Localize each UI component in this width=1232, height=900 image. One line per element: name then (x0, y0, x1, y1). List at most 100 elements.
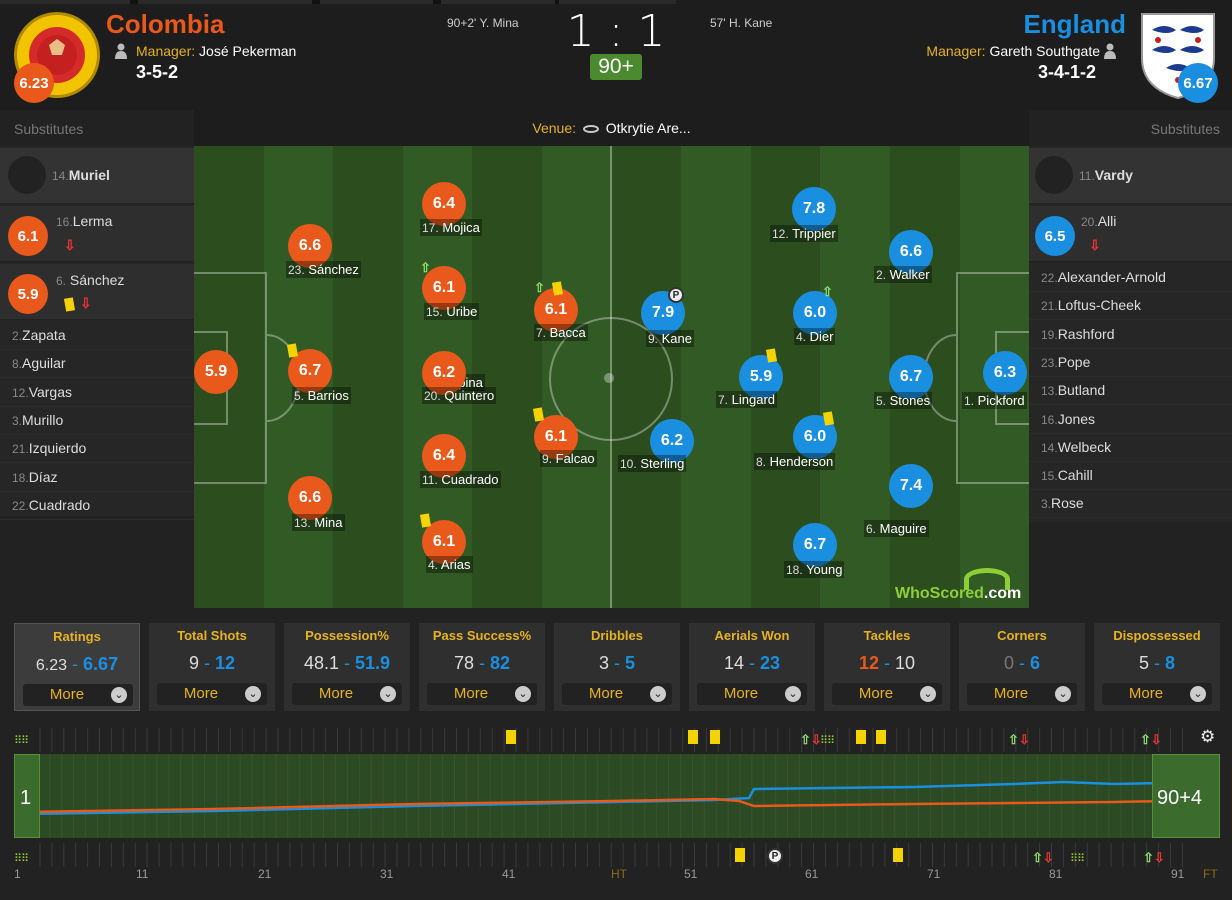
home-player-rating[interactable]: 6.1 (534, 415, 578, 459)
more-button[interactable]: More ⌄ (427, 683, 537, 705)
more-button[interactable]: More ⌄ (292, 683, 402, 705)
substitution-icon[interactable]: ⇧⇩ (1140, 732, 1162, 747)
yellow-card-icon[interactable] (710, 730, 720, 744)
timeline-end-handle[interactable] (1152, 754, 1220, 838)
formation-change-icon[interactable]: ⠿⠿ (1070, 853, 1085, 865)
bench-player-row[interactable]: 8.Aguilar (0, 350, 194, 379)
home-team-name[interactable]: Colombia (106, 9, 225, 39)
yellow-card-icon[interactable] (856, 730, 866, 744)
stat-box[interactable]: Dribbles 3 - 5 More ⌄ (554, 623, 680, 711)
home-player-label[interactable]: 20. Quintero (422, 387, 497, 404)
gear-icon[interactable]: ⚙ (1200, 727, 1216, 746)
away-player-label[interactable]: 6. Maguire (864, 520, 929, 537)
away-player-rating[interactable]: 7.8 (792, 187, 836, 231)
home-sub-row[interactable]: 5.9 6. Sánchez ⇩ (0, 264, 194, 320)
away-player-rating[interactable]: 6.6 (889, 230, 933, 274)
home-player-label[interactable]: 13. Mina (292, 514, 345, 531)
home-player-label[interactable]: 9. Falcao (540, 450, 597, 467)
formation-change-icon[interactable]: ⠿⠿ (14, 735, 29, 747)
home-player-label[interactable]: 7. Bacca (534, 324, 588, 341)
more-button[interactable]: More ⌄ (832, 683, 942, 705)
home-player-rating[interactable]: 6.1 (422, 520, 466, 564)
away-sub-row[interactable]: 11.Vardy (1029, 148, 1232, 204)
away-player-rating[interactable]: 6.7 (889, 355, 933, 399)
yellow-card-icon[interactable] (735, 848, 745, 862)
away-player-label[interactable]: 8. Henderson (754, 453, 836, 470)
away-player-label[interactable]: 7. Lingard (716, 391, 778, 408)
formation-change-icon[interactable]: ⠿⠿ (820, 735, 835, 747)
yellow-card-icon[interactable] (688, 730, 698, 744)
more-button[interactable]: More ⌄ (23, 684, 133, 706)
bench-player-row[interactable]: 2.Zapata (0, 322, 194, 350)
stat-box[interactable]: Total Shots 9 - 12 More ⌄ (149, 623, 275, 711)
home-player-rating[interactable]: 6.6 (288, 224, 332, 268)
away-player-rating[interactable]: 6.2 (650, 419, 694, 463)
home-player-rating[interactable]: 6.1 (422, 266, 466, 310)
stat-box[interactable]: Tackles 12 - 10 More ⌄ (824, 623, 950, 711)
home-player-label[interactable]: 17. Mojica (420, 219, 482, 236)
home-player-label[interactable]: 23. Sánchez (286, 261, 361, 278)
away-player-label[interactable]: 9. Kane (646, 330, 695, 347)
away-player-label[interactable]: 4. Dier (794, 328, 836, 345)
bench-player-row[interactable]: 13.Butland (1029, 377, 1232, 406)
away-player-label[interactable]: 18. Young (784, 561, 845, 578)
penalty-goal-icon[interactable]: P (767, 848, 783, 864)
bench-player-row[interactable]: 19.Rashford (1029, 321, 1232, 349)
away-player-rating[interactable]: 6.7 (793, 523, 837, 567)
formation-change-icon[interactable]: ⠿⠿ (14, 853, 29, 865)
home-player-rating[interactable]: 6.4 (422, 434, 466, 478)
stat-box[interactable]: Ratings 6.23 - 6.67 More ⌄ (14, 623, 140, 711)
away-player-label[interactable]: 2. Walker (874, 266, 932, 283)
away-player-rating[interactable]: 7.4 (889, 464, 933, 508)
stat-box[interactable]: Dispossessed 5 - 8 More ⌄ (1094, 623, 1220, 711)
bench-player-row[interactable]: 22.Cuadrado (0, 492, 194, 520)
bench-player-row[interactable]: 21.Izquierdo (0, 435, 194, 464)
timeline-start-handle[interactable] (14, 754, 40, 838)
away-player-label[interactable]: 1. Pickford (962, 392, 1027, 409)
more-button[interactable]: More ⌄ (562, 683, 672, 705)
stat-box[interactable]: Corners 0 - 6 More ⌄ (959, 623, 1085, 711)
bench-player-row[interactable]: 14.Welbeck (1029, 434, 1232, 462)
substitution-icon[interactable]: ⇧⇩ (800, 732, 822, 747)
bench-player-row[interactable]: 3.Rose (1029, 490, 1232, 519)
substitution-icon[interactable]: ⇧⇩ (1032, 850, 1054, 865)
home-player-rating[interactable]: 6.6 (288, 476, 332, 520)
away-player-label[interactable]: 12. Trippier (770, 225, 838, 242)
home-player-label[interactable]: 11. Cuadrado (420, 471, 501, 488)
more-button[interactable]: More ⌄ (1102, 683, 1212, 705)
bench-player-row[interactable]: 16.Jones (1029, 406, 1232, 434)
yellow-card-icon[interactable] (893, 848, 903, 862)
substitution-icon[interactable]: ⇧⇩ (1008, 732, 1030, 747)
home-sub-row[interactable]: 14.Muriel (0, 148, 194, 204)
home-sub-row[interactable]: 6.1 16.Lerma ⇩ (0, 206, 194, 262)
away-player-label[interactable]: 10. Sterling (618, 455, 687, 472)
away-player-label[interactable]: 5. Stones (874, 392, 933, 409)
away-player-rating[interactable]: 6.3 (983, 351, 1027, 395)
away-sub-row[interactable]: 6.5 20.Alli ⇩ (1029, 206, 1232, 262)
home-player-rating[interactable]: 6.2 (422, 351, 466, 395)
home-player-label[interactable]: 4. Arias (426, 556, 473, 573)
bench-player-row[interactable]: 3.Murillo (0, 407, 194, 435)
substitution-icon[interactable]: ⇧⇩ (1143, 850, 1165, 865)
home-player-rating[interactable]: 6.4 (422, 182, 466, 226)
bench-player-row[interactable]: 23.Pope (1029, 349, 1232, 377)
yellow-card-icon[interactable] (876, 730, 886, 744)
away-player-rating[interactable]: 5.9 (739, 355, 783, 399)
bench-player-row[interactable]: 22.Alexander-Arnold (1029, 264, 1232, 292)
away-player-rating[interactable]: 6.0 (793, 291, 837, 335)
bench-player-row[interactable]: 12.Vargas (0, 379, 194, 407)
stat-box[interactable]: Pass Success% 78 - 82 More ⌄ (419, 623, 545, 711)
home-player-label[interactable]: 15. Uribe (424, 303, 480, 320)
more-button[interactable]: More ⌄ (967, 683, 1077, 705)
more-button[interactable]: More ⌄ (157, 683, 267, 705)
bench-player-row[interactable]: 18.Díaz (0, 464, 194, 492)
home-player-label[interactable]: 5. Barrios (292, 387, 351, 404)
stat-box[interactable]: Aerials Won 14 - 23 More ⌄ (689, 623, 815, 711)
away-player-rating[interactable]: 6.0 (793, 415, 837, 459)
yellow-card-icon[interactable] (506, 730, 516, 744)
more-button[interactable]: More ⌄ (697, 683, 807, 705)
away-team-name[interactable]: England (1023, 9, 1126, 39)
bench-player-row[interactable]: 21.Loftus-Cheek (1029, 292, 1232, 321)
bench-player-row[interactable]: 15.Cahill (1029, 462, 1232, 491)
home-player-rating[interactable]: 5.9 (194, 350, 238, 394)
